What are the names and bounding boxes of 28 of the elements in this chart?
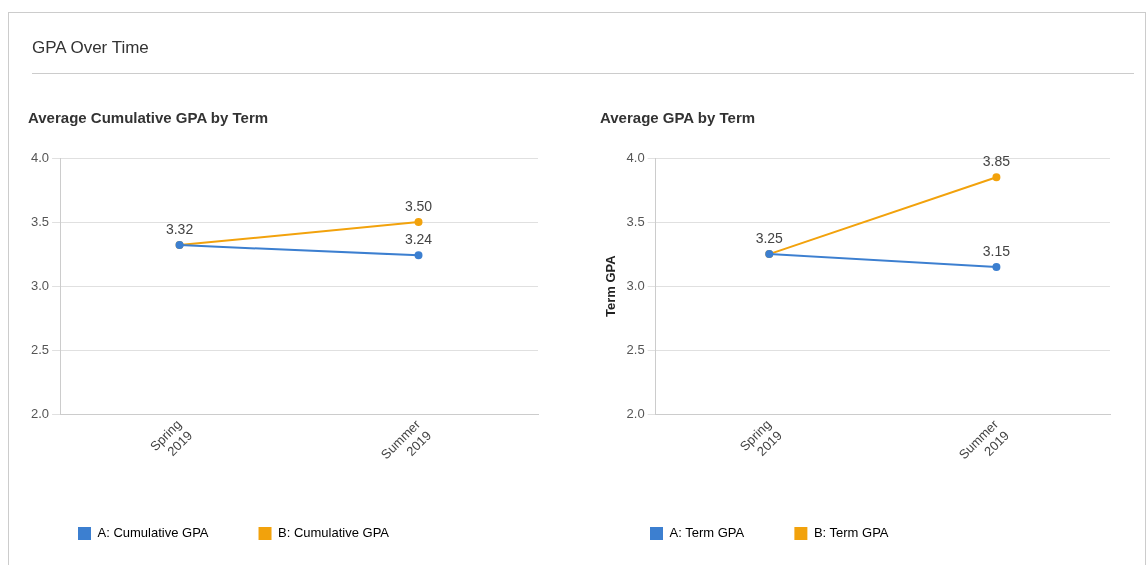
y-tick-label: 4.0 xyxy=(626,149,645,165)
legend-label: A: Cumulative GPA xyxy=(97,525,209,541)
y-tick-label: 2.0 xyxy=(626,405,645,421)
data-label: 3.24 xyxy=(404,231,433,248)
y-tick-label: 2.0 xyxy=(30,405,50,421)
y-tick-label: 2.5 xyxy=(30,341,50,357)
data-label: 3.85 xyxy=(982,153,1011,170)
point xyxy=(992,173,1001,182)
y-tick-label: 3.5 xyxy=(626,213,645,229)
y-tick-label: 4.0 xyxy=(30,149,50,165)
y-axis-title: Term GPA xyxy=(603,254,619,317)
y-tick-label: 3.0 xyxy=(626,277,645,293)
text: GPA Over Time xyxy=(32,38,149,58)
point xyxy=(414,218,423,227)
chart-title: Average Cumulative GPA by Term xyxy=(28,109,269,127)
legend-label: B: Term GPA xyxy=(813,525,889,541)
point xyxy=(992,262,1001,271)
data-label: 3.25 xyxy=(755,229,784,246)
legend-label: A: Term GPA xyxy=(669,525,745,541)
y-tick-label: 2.5 xyxy=(626,341,645,357)
point xyxy=(414,251,423,260)
y-tick-label: 3.0 xyxy=(30,277,50,293)
legend-label: B: Cumulative GPA xyxy=(278,525,390,541)
y-tick-label: 3.5 xyxy=(30,213,50,229)
chart-title: Average GPA by Term xyxy=(600,109,756,127)
data-label: 3.32 xyxy=(165,220,194,237)
data-label: 3.50 xyxy=(404,197,433,214)
data-label: 3.15 xyxy=(982,242,1011,259)
